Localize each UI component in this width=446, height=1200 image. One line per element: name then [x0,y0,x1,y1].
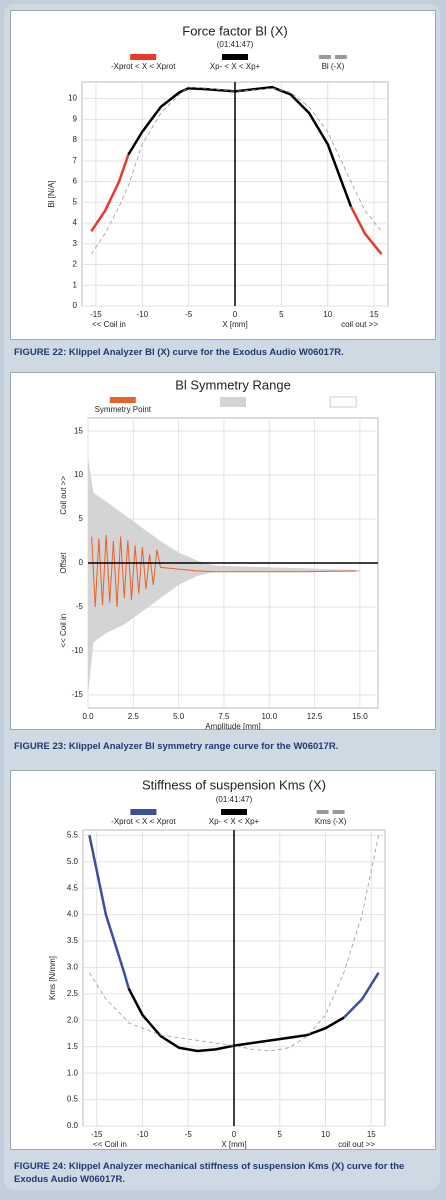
legend-swatch [130,54,157,60]
x-axis-label: Amplitude [mm] [205,722,261,730]
y-tick-label: 0.0 [67,1121,79,1130]
x-tick-label: -5 [185,1130,193,1139]
legend-swatch [130,809,157,815]
y-tick-label: -5 [76,602,84,611]
y-tick-label: 3 [73,239,78,248]
annotation: << Coil in [92,320,126,329]
y-axis-label: Bl [N/A] [47,180,56,207]
x-tick-label: 7.5 [218,712,230,721]
chart-subtitle: (01:41:47) [217,40,254,49]
legend-label: -Xprot < X < Xprot [111,62,176,71]
y-tick-label: 4.0 [67,910,79,919]
x-axis-label: X [mm] [222,320,247,329]
x-tick-label: -10 [137,1130,149,1139]
legend-swatch [332,810,345,814]
y-tick-label: 9 [73,114,78,123]
y-tick-label: 2.5 [67,989,79,998]
y-tick-label: 2.0 [67,1015,79,1024]
y-tick-label: -15 [71,690,83,699]
legend-swatch [220,397,246,407]
caption: FIGURE 23: Klippel Analyzer Bl symmetry … [14,741,339,752]
x-tick-label: -5 [185,310,193,319]
x-tick-label: -15 [90,310,102,319]
legend-label: -Xprot < X < Xprot [111,817,176,826]
y-tick-label: 6 [73,177,78,186]
line [88,835,380,1019]
chart: Bl Symmetry Range -15 -10 -5 0 5 10 15 0.0 2.5 5.0… [59,377,379,730]
x-tick-label: 15 [370,310,379,319]
x-tick-label: 2.5 [128,712,140,721]
caption: FIGURE 24: Klippel Analyzer mechanical s… [14,1161,405,1185]
y-tick-label: 3.5 [67,936,79,945]
x-tick-label: 10.0 [261,712,277,721]
legend-swatch [221,809,247,815]
y-tick-label: 4 [73,218,78,227]
legend-swatch [222,54,248,60]
y-tick-label: 3.0 [67,963,79,972]
y-tick-label: -10 [71,646,83,655]
y-tick-label: 0 [79,558,84,567]
x-axis-label: X [mm] [221,1140,246,1149]
y-tick-label: 1.0 [67,1068,79,1077]
x-tick-label: 10 [323,310,332,319]
y-axis-label: Kms [N/mm] [48,956,57,1000]
annotation: << Coil in [93,1140,127,1149]
legend-swatch [109,397,136,403]
x-tick-label: 0 [232,1130,237,1139]
x-tick-label: 5 [279,310,284,319]
y-tick-label: 0 [73,301,78,310]
y-tick-label: 0.5 [67,1095,79,1104]
x-tick-label: -10 [136,310,148,319]
chart: Stiffness of suspension Kms (X) (01:41:47… [48,777,386,1149]
chart-subtitle: (01:41:47) [216,795,253,804]
legend-label: Kms (-X) [315,817,347,826]
x-tick-label: 5 [278,1130,283,1139]
chart-title: Force factor Bl (X) [182,23,287,38]
legend-swatch [329,396,357,408]
line [89,835,379,1052]
y-tick-label: 4.5 [67,883,79,892]
line [91,534,357,607]
legend-label: Bl (-X) [322,62,345,71]
x-tick-label: 15.0 [352,712,368,721]
x-tick-label: -15 [91,1130,103,1139]
x-tick-label: 12.5 [307,712,323,721]
chart-title: Stiffness of suspension Kms (X) [142,777,326,792]
legend-label: Xp- < X < Xp+ [209,817,260,826]
y-tick-label: 10 [68,94,77,103]
caption: FIGURE 22: Klippel Analyzer Bl (X) curve… [14,347,344,358]
legend-label: Xp- < X < Xp+ [210,62,261,71]
x-tick-label: 5.0 [173,712,185,721]
legend-swatch [316,810,329,814]
x-tick-label: 10 [321,1130,330,1139]
y-tick-label: 5.0 [67,857,79,866]
y-tick-label: 5 [79,514,84,523]
y-tick-label: 5.5 [67,830,79,839]
plot [88,457,360,695]
y-tick-label: 10 [74,470,83,479]
y-tick-label: 2 [73,260,78,269]
annotation: coil out >> [341,320,378,329]
y-tick-label: 1.5 [67,1042,79,1051]
y-tick-label: 1 [73,280,78,289]
x-tick-label: 0 [233,310,238,319]
line [90,154,383,255]
chart: Force factor Bl (X) (01:41:47) 0 1 2 3 4 5 6 7 8 9 1… [47,23,389,329]
y-tick-label: 7 [73,156,78,165]
y-tick-label: 15 [74,426,83,435]
y-tick-label: 8 [73,135,78,144]
legend-swatch [318,55,331,59]
x-tick-label: 15 [367,1130,376,1139]
envelope [88,457,360,695]
y-tick-label: 5 [73,197,78,206]
chart-title: Bl Symmetry Range [175,377,291,392]
legend-label: Symmetry Point [95,405,152,414]
x-tick-label: 0.0 [82,712,94,721]
y-axis-label: Offset [59,552,68,574]
annotation: coil out >> [338,1140,375,1149]
legend-swatch [334,55,347,59]
y-axis-label: Coil out >> [59,476,68,515]
y-axis-label: << Coil in [59,614,68,648]
